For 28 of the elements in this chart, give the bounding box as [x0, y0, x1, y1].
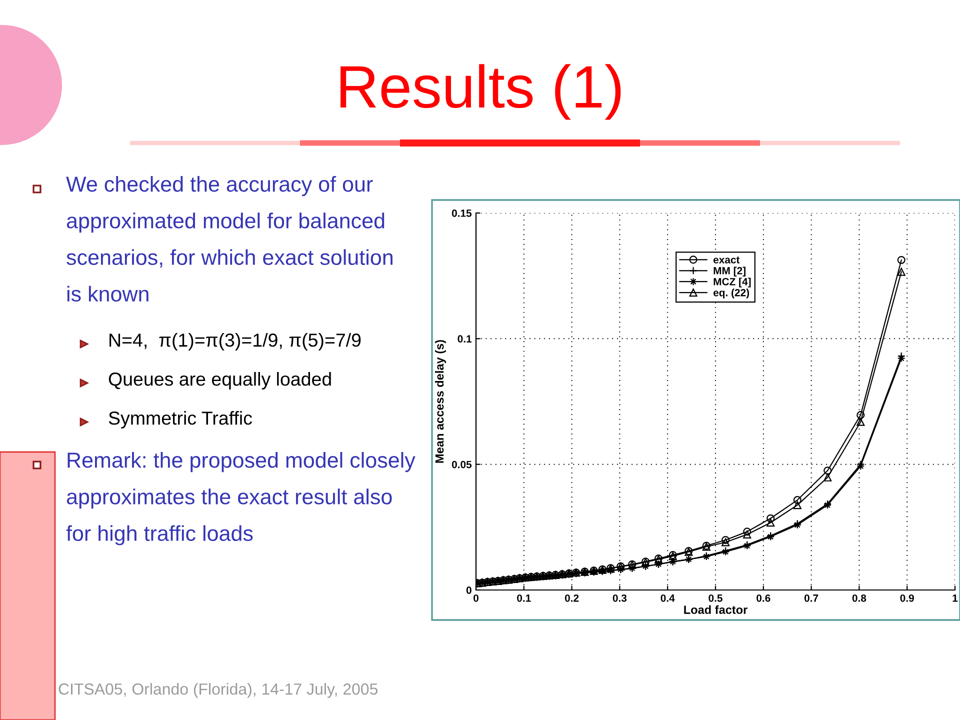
chart-title: Results (1) [340, 64, 621, 120]
y-tick-label: 0.1 [458, 335, 472, 343]
x-tick-label: 0 [474, 594, 478, 602]
x-tick-label: 0.1 [517, 594, 531, 602]
legend-label: MM [2] [714, 266, 746, 276]
text: Symmetric Traffic [108, 411, 252, 428]
x-tick-label: 0.3 [612, 594, 627, 602]
text: Queues are equally loaded [108, 372, 331, 390]
legend-label: eq. (22) [713, 288, 750, 298]
x-tick-label: 0.9 [900, 594, 914, 602]
text: N=4, π(1)=π(3)=1/9, π(5)=7/9 [110, 333, 361, 350]
text: We checked the accuracy of our approximated model for balanced scenarios, for which exact solution is known [66, 176, 392, 302]
text: Remark: the proposed model closely approximates the exact result also for high traffic loads [66, 452, 416, 546]
x-tick-label: 0.4 [660, 594, 675, 602]
x-tick-label: 0.7 [804, 594, 818, 602]
x-tick-label: 1 [952, 594, 958, 602]
x-tick-label: 0.2 [564, 594, 579, 602]
legend-label: MCZ [4] [714, 278, 751, 288]
x-tick-label: 0.8 [852, 594, 866, 602]
x-tick-label: 0.6 [756, 594, 770, 602]
x-axis-title: Load factor [684, 605, 748, 614]
legend-label: exact [713, 256, 740, 264]
x-tick-label: 0.5 [708, 594, 722, 602]
y-tick-label: 0.05 [452, 460, 472, 468]
y-axis-title: Mean access delay (s) [435, 340, 446, 463]
y-tick-label: 0 [466, 586, 472, 594]
y-tick-label: 0.15 [452, 210, 472, 217]
text: CITSA05, Orlando (Florida), 14-17 July, 2005 [58, 683, 378, 698]
